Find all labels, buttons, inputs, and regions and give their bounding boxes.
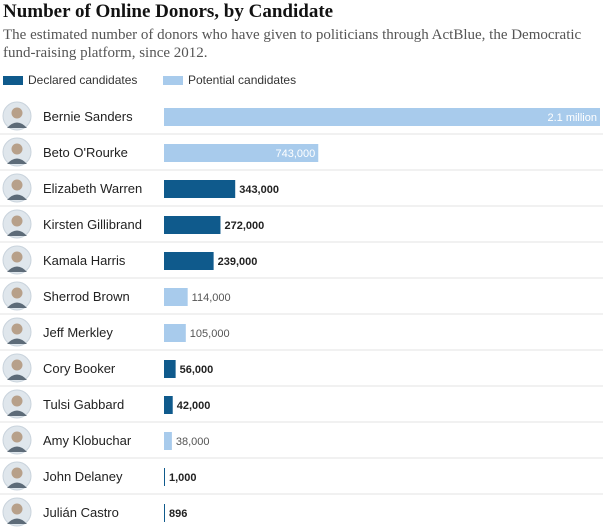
bar-bernie-sanders xyxy=(164,108,600,126)
value-label-amy-klobuchar: 38,000 xyxy=(176,436,210,448)
legend-swatch-declared xyxy=(3,76,23,85)
avatar-head xyxy=(11,503,23,515)
candidate-name: Julián Castro xyxy=(43,505,119,520)
avatar-head xyxy=(11,323,23,335)
row-beto-o-rourke: Beto O'Rourke 743,000 xyxy=(0,133,603,167)
bar-tulsi-gabbard xyxy=(164,396,173,414)
avatar-body xyxy=(7,446,27,452)
candidate-name: Jeff Merkley xyxy=(43,325,113,340)
candidate-name: John Delaney xyxy=(43,469,123,484)
row-cory-booker: Cory Booker 56,000 xyxy=(0,349,603,383)
avatar-kamala-harris xyxy=(2,245,32,275)
bar-jeff-merkley xyxy=(164,324,186,342)
avatar-kirsten-gillibrand xyxy=(2,209,32,239)
avatar-bernie-sanders xyxy=(2,101,32,131)
row-kirsten-gillibrand: Kirsten Gillibrand 272,000 xyxy=(0,205,603,239)
candidate-name: Bernie Sanders xyxy=(43,109,133,124)
value-label-john-delaney: 1,000 xyxy=(169,472,197,484)
avatar-body xyxy=(7,302,27,308)
avatar-body xyxy=(7,230,27,236)
candidate-name: Elizabeth Warren xyxy=(43,181,142,196)
bar-julian-castro xyxy=(164,504,165,522)
avatar-head xyxy=(11,251,23,263)
bar-chart: Bernie Sanders 2.1 million Beto O'Rourke 74… xyxy=(0,101,603,527)
value-label-cory-booker: 56,000 xyxy=(180,364,214,376)
avatar-beto-o-rourke xyxy=(2,137,32,167)
candidate-name: Sherrod Brown xyxy=(43,289,130,304)
avatar-body xyxy=(7,338,27,344)
avatar-body xyxy=(7,122,27,128)
avatar-body xyxy=(7,158,27,164)
legend-label-potential: Potential candidates xyxy=(188,73,297,87)
bar-kirsten-gillibrand xyxy=(164,216,221,234)
avatar-john-delaney xyxy=(2,461,32,491)
avatar-amy-klobuchar xyxy=(2,425,32,455)
avatar-head xyxy=(11,287,23,299)
avatar-head xyxy=(11,431,23,443)
avatar-body xyxy=(7,266,27,272)
value-label-jeff-merkley: 105,000 xyxy=(190,328,230,340)
row-kamala-harris: Kamala Harris 239,000 xyxy=(0,241,603,275)
value-label-tulsi-gabbard: 42,000 xyxy=(177,400,211,412)
avatar-body xyxy=(7,374,27,380)
candidate-name: Tulsi Gabbard xyxy=(43,397,124,412)
avatar-head xyxy=(11,143,23,155)
bar-sherrod-brown xyxy=(164,288,188,306)
avatar-head xyxy=(11,107,23,119)
avatar-sherrod-brown xyxy=(2,281,32,311)
candidate-name: Amy Klobuchar xyxy=(43,433,132,448)
row-amy-klobuchar: Amy Klobuchar 38,000 xyxy=(0,421,603,455)
chart-subtitle: The estimated number of donors who have … xyxy=(3,27,582,61)
avatar-jeff-merkley xyxy=(2,317,32,347)
row-bernie-sanders: Bernie Sanders 2.1 million xyxy=(2,101,600,131)
legend-label-declared: Declared candidates xyxy=(28,73,138,87)
avatar-head xyxy=(11,215,23,227)
avatar-body xyxy=(7,410,27,416)
avatar-cory-booker xyxy=(2,353,32,383)
candidate-name: Cory Booker xyxy=(43,361,116,376)
bar-john-delaney xyxy=(164,468,165,486)
candidate-name: Kirsten Gillibrand xyxy=(43,217,142,232)
value-label-beto-o-rourke: 743,000 xyxy=(275,148,315,160)
avatar-head xyxy=(11,359,23,371)
avatar-body xyxy=(7,482,27,488)
avatar-tulsi-gabbard xyxy=(2,389,32,419)
bar-amy-klobuchar xyxy=(164,432,172,450)
candidate-name: Kamala Harris xyxy=(43,253,126,268)
candidate-name: Beto O'Rourke xyxy=(43,145,128,160)
bar-cory-booker xyxy=(164,360,176,378)
row-jeff-merkley: Jeff Merkley 105,000 xyxy=(0,313,603,347)
value-label-sherrod-brown: 114,000 xyxy=(192,292,231,304)
avatar-body xyxy=(7,194,27,200)
legend-swatch-potential xyxy=(163,76,183,85)
value-label-kamala-harris: 239,000 xyxy=(218,256,258,268)
row-tulsi-gabbard: Tulsi Gabbard 42,000 xyxy=(0,385,603,419)
bar-kamala-harris xyxy=(164,252,214,270)
value-label-bernie-sanders: 2.1 million xyxy=(547,112,597,124)
row-julian-castro: Julián Castro 896 xyxy=(0,493,603,527)
bar-beto-o-rourke xyxy=(164,144,319,162)
row-sherrod-brown: Sherrod Brown 114,000 xyxy=(0,277,603,311)
avatar-head xyxy=(11,179,23,191)
avatar-body xyxy=(7,518,27,524)
avatar-head xyxy=(11,467,23,479)
value-label-elizabeth-warren: 343,000 xyxy=(239,184,279,196)
avatar-head xyxy=(11,395,23,407)
avatar-elizabeth-warren xyxy=(2,173,32,203)
avatar-julian-castro xyxy=(2,497,32,527)
row-john-delaney: John Delaney 1,000 xyxy=(0,457,603,491)
bar-elizabeth-warren xyxy=(164,180,236,198)
value-label-kirsten-gillibrand: 272,000 xyxy=(224,220,264,232)
row-elizabeth-warren: Elizabeth Warren 343,000 xyxy=(0,169,603,203)
value-label-julian-castro: 896 xyxy=(169,508,187,520)
chart-title: Number of Online Donors, by Candidate xyxy=(3,1,334,22)
